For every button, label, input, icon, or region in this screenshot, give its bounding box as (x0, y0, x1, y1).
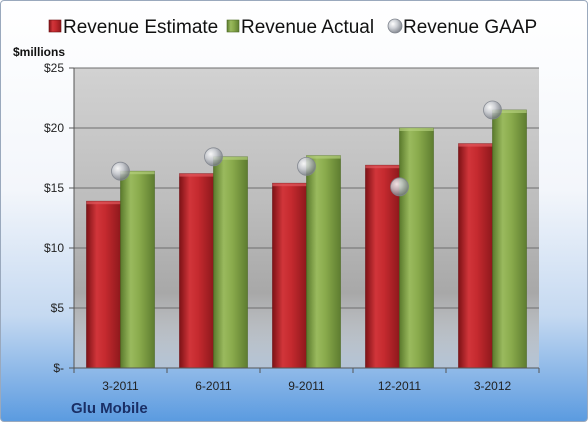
y-tick-label: $25 (44, 61, 64, 75)
bar-revenue-estimate (365, 164, 400, 369)
bar-revenue-actual (399, 127, 434, 369)
y-tick-label: $20 (44, 121, 64, 135)
y-axis-unit-label: $millions (13, 45, 65, 59)
legend: Revenue Estimate Revenue Actual Revenue GA… (48, 17, 537, 38)
y-tick-label: $15 (44, 181, 64, 195)
x-tick-label: 12-2011 (378, 379, 421, 393)
bars (86, 109, 527, 369)
x-tick-label: 3-2012 (474, 379, 512, 393)
bar-cap (86, 201, 121, 205)
legend-item: Revenue GAAP (387, 17, 537, 38)
legend-label: Revenue Estimate (63, 17, 218, 38)
bar-revenue-actual (120, 170, 155, 369)
legend-item: Revenue Estimate (48, 17, 218, 38)
y-axis: $- $5 $10 $15 $20 $25 (44, 61, 75, 375)
legend-label: Revenue GAAP (403, 17, 537, 38)
bar-revenue-estimate (86, 200, 121, 369)
bar-cap (492, 110, 527, 113)
bar-cap (272, 183, 307, 187)
bar-cap (458, 143, 493, 147)
bar-revenue-estimate (458, 143, 493, 369)
company-label: Glu Mobile (71, 400, 148, 417)
marker-revenue-gaap (483, 100, 502, 120)
gaap-markers (111, 100, 502, 197)
marker-revenue-gaap (297, 156, 316, 176)
legend-swatch (387, 18, 403, 34)
marker-revenue-gaap (204, 147, 223, 167)
legend-item: Revenue Actual (226, 17, 374, 38)
bar-revenue-estimate (179, 173, 214, 369)
legend-swatch (226, 19, 240, 33)
x-tick-label: 6-2011 (195, 379, 232, 393)
legend-swatch (48, 19, 62, 33)
x-tick-label: 9-2011 (288, 379, 325, 393)
y-tick-label: $10 (44, 241, 64, 255)
bar-revenue-actual (213, 156, 248, 369)
bar-revenue-actual (492, 109, 527, 369)
legend-label: Revenue Actual (241, 17, 374, 38)
bar-cap (306, 155, 341, 159)
bar-cap (179, 173, 214, 177)
bar-cap (399, 128, 434, 131)
bar-revenue-estimate (272, 182, 307, 369)
y-tick-label: $- (53, 361, 64, 375)
marker-revenue-gaap (111, 161, 130, 181)
x-axis: 3-2011 6-2011 9-2011 12-2011 3-2012 (73, 367, 540, 393)
marker-revenue-gaap (390, 177, 409, 197)
y-tick-label: $5 (51, 301, 65, 315)
bar-cap (120, 171, 155, 175)
x-tick-label: 3-2011 (102, 379, 139, 393)
bar-cap (213, 156, 248, 160)
bar-cap (365, 165, 400, 169)
bar-revenue-actual (306, 155, 341, 369)
